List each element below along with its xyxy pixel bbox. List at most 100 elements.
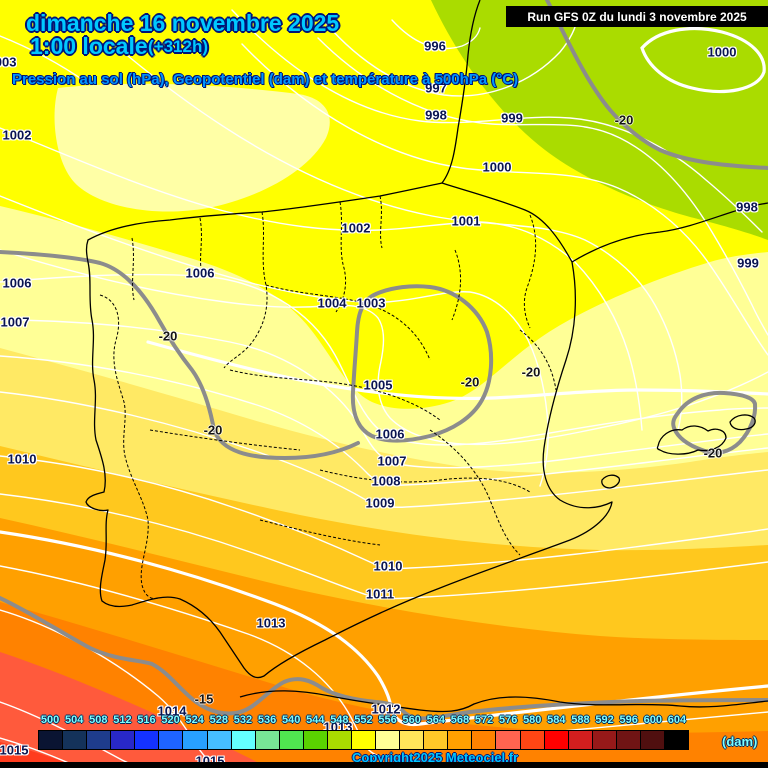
- colorbar-tick-label: 552: [354, 714, 373, 726]
- colorbar-cell: [134, 730, 159, 750]
- temperature-contours: [0, 0, 768, 721]
- colorbar-tick-label: 560: [402, 714, 421, 726]
- pressure-label: 1009: [365, 495, 395, 511]
- colorbar-tick-label: 568: [450, 714, 470, 726]
- band-pale-northwest-patch: [54, 83, 330, 212]
- colorbar-cell: [471, 730, 496, 750]
- colorbar-cell: [639, 730, 665, 750]
- colorbar-tick-label: 576: [498, 714, 518, 726]
- colorbar-cell: [615, 730, 640, 750]
- pressure-label: 1008: [371, 473, 401, 489]
- pressure-label: 1004: [317, 295, 347, 311]
- run-info-box: Run GFS 0Z du lundi 3 novembre 2025: [506, 6, 768, 27]
- forecast-hour-offset: (+312h): [148, 37, 208, 56]
- colorbar-cell: [38, 730, 63, 750]
- pressure-label: 997: [425, 80, 447, 96]
- forecast-time-title: 1:00 locale: [30, 33, 148, 59]
- bottom-black-bar: [0, 762, 768, 768]
- pressure-label: 1002: [2, 127, 32, 143]
- pressure-label: 1010: [373, 558, 403, 574]
- temperature-label: -15: [194, 691, 214, 707]
- colorbar-tick-label: 516: [137, 714, 156, 726]
- pressure-label: 1013: [256, 615, 286, 631]
- pressure-label: 1007: [0, 314, 30, 330]
- colorbar-tick-label: 512: [113, 714, 132, 726]
- colorbar-cell: [230, 730, 255, 750]
- pressure-label: 1003: [356, 295, 386, 311]
- colorbar-tick-label: 504: [64, 714, 84, 726]
- colorbar-tick-label: 536: [257, 714, 277, 726]
- colorbar-tick-label: 592: [595, 714, 614, 726]
- colorbar-tick-label: 508: [89, 714, 108, 726]
- colorbar-cell: [447, 730, 472, 750]
- forecast-date-title: dimanche 16 novembre 2025: [26, 10, 340, 36]
- colorbar-cell: [664, 730, 690, 750]
- copyright-text: Copyright2025 Meteociel.fr: [352, 750, 519, 765]
- region-borders: [99, 195, 557, 600]
- pressure-label: 1014: [157, 703, 187, 719]
- colorbar-value-labels: 500 504 508 512 516 520 524 528 532 536 540 544 548 5…: [38, 714, 689, 728]
- colorbar-cell: [158, 730, 183, 750]
- pressure-label: 1000: [482, 159, 512, 175]
- run-info-text: Run GFS 0Z du lundi 3 novembre 2025: [527, 9, 747, 24]
- colorbar-tick-label: 584: [547, 714, 566, 726]
- minus15-contour-south: [0, 596, 768, 721]
- colorbar-tick-label: 548: [330, 714, 349, 726]
- colorbar: [38, 730, 690, 750]
- colorbar-unit-label: (dam): [722, 734, 758, 749]
- colorbar-cell: [182, 730, 207, 750]
- band-deep-red-corner: [0, 742, 82, 768]
- pressure-label: 1001: [451, 213, 481, 229]
- pressure-label: 1005: [363, 377, 393, 393]
- colorbar-cell: [62, 730, 87, 750]
- colorbar-cell: [86, 730, 111, 750]
- temperature-label: -20: [158, 328, 178, 344]
- pressure-label: 1006: [2, 275, 32, 291]
- minus20-contour-northeast: [544, 0, 768, 170]
- colorbar-tick-label: 596: [619, 714, 638, 726]
- colorbar-tick-label: 588: [571, 714, 590, 726]
- temperature-label: -20: [703, 445, 723, 461]
- pressure-label: 1000: [707, 44, 737, 60]
- pressure-label: 996: [424, 38, 446, 54]
- colorbar-tick-label: 544: [306, 714, 325, 726]
- pressure-label: 1007: [377, 453, 407, 469]
- colorbar-cell: [326, 730, 352, 750]
- colorbar-cell: [399, 730, 424, 750]
- pressure-label: 998: [736, 199, 758, 215]
- pressure-label: 1015: [0, 742, 29, 758]
- band-green-northeast: [430, 0, 768, 240]
- temperature-label: -20: [460, 374, 480, 390]
- colorbar-tick-label: 540: [281, 714, 301, 726]
- colorbar-cell: [206, 730, 231, 750]
- colorbar-cell: [302, 730, 327, 750]
- pressure-label: 1010: [7, 451, 37, 467]
- colorbar-cell: [351, 730, 376, 750]
- colorbar-tick-label: 604: [667, 714, 687, 726]
- minus20-contour-west: [0, 250, 360, 461]
- colorbar-cell: [495, 730, 520, 750]
- colorbar-tick-label: 532: [233, 714, 253, 726]
- colorbar-cell: [591, 730, 616, 750]
- colorbar-tick-label: 564: [426, 714, 445, 726]
- pressure-label: 999: [737, 255, 759, 271]
- pressure-label: 1012: [371, 701, 401, 717]
- colorbar-tick-label: 572: [474, 714, 494, 726]
- map-subtitle: Pression au sol (hPa), Geopotentiel (dam…: [12, 71, 519, 88]
- minus20-contour-balearic-loop: [671, 390, 758, 455]
- colorbar-cell: [543, 730, 568, 750]
- colorbar-cell: [375, 730, 400, 750]
- pressure-label: 998: [425, 107, 447, 123]
- colorbar-tick-label: 520: [161, 714, 180, 726]
- colorbar-tick-label: 600: [643, 714, 662, 726]
- colorbar-tick-label: 524: [185, 714, 204, 726]
- pressure-label: 1003: [0, 54, 17, 70]
- temperature-label: -20: [614, 112, 634, 128]
- pressure-label: 1011: [365, 586, 395, 602]
- pressure-label: 999: [501, 110, 523, 126]
- colorbar-cell: [110, 730, 135, 750]
- pressure-label: 1006: [375, 426, 405, 442]
- pressure-label: 1002: [341, 220, 371, 236]
- colorbar-cell: [519, 730, 544, 750]
